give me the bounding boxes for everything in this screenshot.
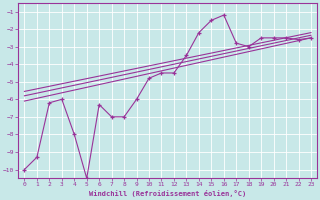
X-axis label: Windchill (Refroidissement éolien,°C): Windchill (Refroidissement éolien,°C) [89, 190, 246, 197]
